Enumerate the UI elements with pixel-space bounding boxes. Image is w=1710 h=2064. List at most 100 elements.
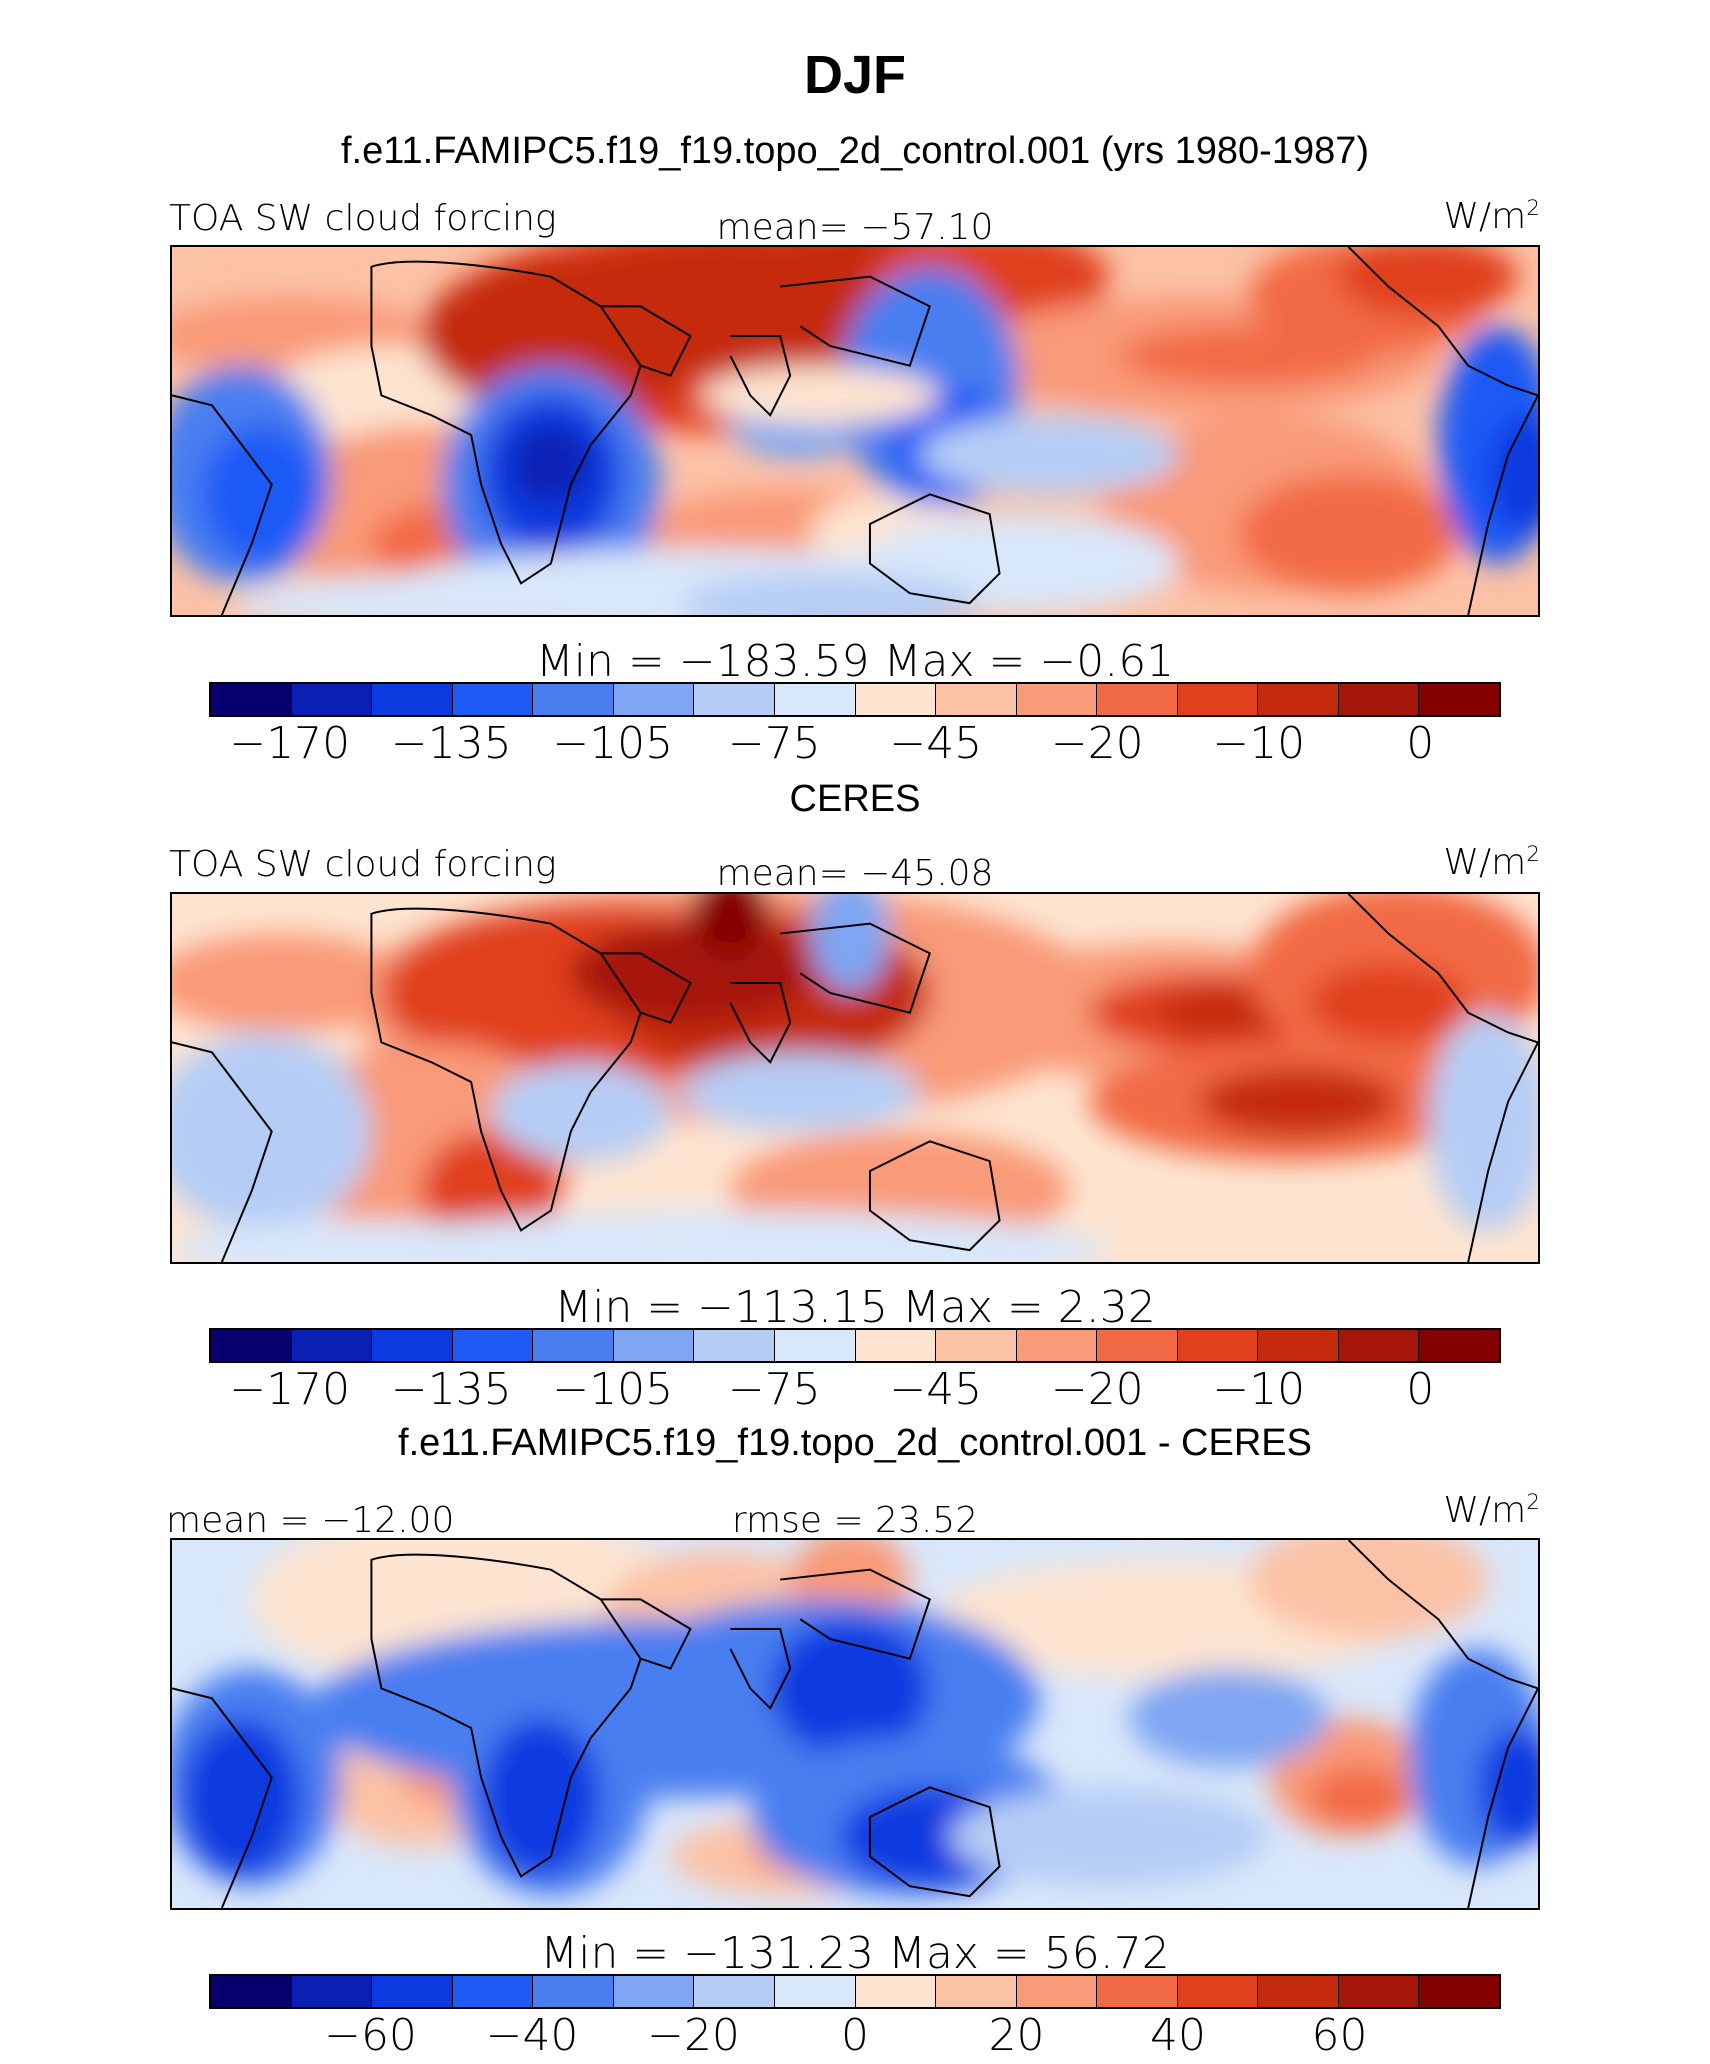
coastline bbox=[780, 275, 932, 367]
field-contour bbox=[1238, 474, 1459, 594]
field-contour bbox=[201, 425, 322, 564]
coastline bbox=[729, 335, 792, 417]
colorbar-swatch bbox=[774, 1976, 856, 2007]
colorbar-tick-label: −45 bbox=[889, 1364, 983, 1415]
coastline bbox=[1347, 1540, 1538, 1690]
field-contour bbox=[1308, 963, 1469, 1043]
colorbar-swatch bbox=[1338, 1330, 1420, 1361]
colorbar-tick-label: −135 bbox=[390, 1364, 512, 1415]
coastline bbox=[600, 1598, 692, 1670]
field-contour bbox=[570, 923, 811, 1023]
colorbar-swatch bbox=[694, 684, 775, 715]
colorbar-swatch bbox=[774, 684, 856, 715]
panel-3-colorbar bbox=[209, 1974, 1501, 2009]
coastline bbox=[1467, 1041, 1538, 1262]
colorbar-swatch bbox=[372, 1976, 453, 2007]
field-contour bbox=[700, 365, 940, 426]
colorbar-swatch bbox=[1097, 684, 1178, 715]
colorbar-swatch bbox=[1419, 684, 1499, 715]
colorbar-swatch bbox=[1338, 684, 1420, 715]
field-contour bbox=[690, 894, 771, 954]
panel-3-title: f.e11.FAMIPC5.f19_f19.topo_2d_control.00… bbox=[398, 1422, 1312, 1464]
colorbar-swatch bbox=[1419, 1976, 1499, 2007]
field-contour bbox=[1488, 415, 1538, 534]
colorbar-tick-label: −105 bbox=[552, 1364, 674, 1415]
colorbar-swatch bbox=[1097, 1976, 1178, 2007]
colorbar-swatch bbox=[936, 1976, 1017, 2007]
coastline bbox=[780, 1568, 932, 1660]
field-contour bbox=[770, 1619, 930, 1758]
coastline bbox=[780, 922, 932, 1014]
field-contour bbox=[1478, 1727, 1538, 1847]
colorbar-swatch bbox=[1338, 1976, 1420, 2007]
coastline bbox=[1347, 247, 1538, 397]
colorbar-swatch bbox=[613, 684, 695, 715]
field-contour bbox=[1198, 1067, 1399, 1137]
colorbar-swatch bbox=[855, 684, 937, 715]
colorbar-swatch bbox=[1177, 1330, 1259, 1361]
panel-3-rmse-label: rmse = 23.52 bbox=[731, 1500, 979, 1541]
colorbar-tick-label: −20 bbox=[1050, 1364, 1144, 1415]
colorbar-swatch bbox=[1419, 1330, 1499, 1361]
colorbar-swatch bbox=[1177, 684, 1259, 715]
coastline bbox=[370, 1553, 642, 1878]
colorbar-tick-label: −75 bbox=[727, 1364, 821, 1415]
field-contour bbox=[231, 573, 711, 615]
field-contour bbox=[181, 1718, 302, 1877]
coastline bbox=[729, 1628, 792, 1710]
coastline bbox=[172, 1687, 273, 1908]
colorbar-swatch bbox=[211, 1330, 292, 1361]
colorbar-swatch bbox=[372, 684, 453, 715]
field-contour bbox=[481, 1718, 601, 1877]
coastline bbox=[172, 1041, 273, 1262]
colorbar-swatch bbox=[855, 1330, 937, 1361]
colorbar-swatch bbox=[533, 684, 614, 715]
panel-3-mean-label: mean = −12.00 bbox=[166, 1500, 455, 1541]
coastline bbox=[729, 982, 792, 1064]
colorbar-tick-label: −75 bbox=[727, 718, 821, 769]
coastline bbox=[868, 1786, 1001, 1898]
colorbar-swatch bbox=[211, 1976, 292, 2007]
panel-2-colorbar bbox=[209, 1328, 1501, 1363]
colorbar-swatch bbox=[1177, 1976, 1259, 2007]
coastline bbox=[868, 493, 1001, 605]
colorbar-swatch bbox=[533, 1976, 614, 2007]
field-contour bbox=[680, 1052, 920, 1132]
coastline bbox=[1467, 394, 1538, 615]
season-title: DJF bbox=[803, 45, 907, 105]
panel-2-stats: Min = −113.15 Max = 2.32 bbox=[554, 1282, 1156, 1333]
colorbar-swatch bbox=[855, 1976, 937, 2007]
coastline bbox=[172, 394, 273, 615]
colorbar-tick-label: 40 bbox=[1150, 2010, 1206, 2061]
panel-1-map bbox=[170, 245, 1540, 617]
panel-1-units: W/m2 bbox=[1443, 196, 1540, 237]
panel-3-units: W/m2 bbox=[1443, 1490, 1540, 1531]
colorbar-tick-label: 60 bbox=[1311, 2010, 1368, 2061]
colorbar-tick-label: −170 bbox=[229, 718, 351, 769]
colorbar-tick-label: 20 bbox=[988, 2010, 1045, 2061]
colorbar-swatch bbox=[1258, 1330, 1339, 1361]
colorbar-swatch bbox=[774, 1330, 856, 1361]
panel-2-units: W/m2 bbox=[1443, 842, 1540, 883]
colorbar-tick-label: −45 bbox=[889, 718, 983, 769]
field-contour bbox=[172, 1220, 571, 1262]
colorbar-tick-label: 0 bbox=[1406, 718, 1435, 769]
coastline bbox=[600, 952, 692, 1024]
field-contour bbox=[1248, 1540, 1489, 1639]
panel-1-mean-label: mean= −57.10 bbox=[716, 207, 994, 248]
panel-1-stats: Min = −183.59 Max = −0.61 bbox=[535, 636, 1175, 687]
coastline bbox=[1347, 894, 1538, 1044]
field-contour bbox=[511, 425, 591, 505]
field-contour bbox=[1338, 247, 1519, 317]
field-contour bbox=[919, 415, 1180, 495]
field-contour bbox=[1428, 1012, 1538, 1231]
panel-1-variable-label: TOA SW cloud forcing bbox=[169, 198, 557, 239]
colorbar-swatch bbox=[452, 1330, 534, 1361]
colorbar-swatch bbox=[452, 684, 534, 715]
field-contour bbox=[680, 573, 980, 615]
panel-2-variable-label: TOA SW cloud forcing bbox=[169, 844, 557, 885]
colorbar-swatch bbox=[1258, 1976, 1339, 2007]
colorbar-swatch bbox=[1016, 1976, 1098, 2007]
colorbar-swatch bbox=[694, 1976, 775, 2007]
colorbar-tick-label: −60 bbox=[324, 2010, 417, 2061]
